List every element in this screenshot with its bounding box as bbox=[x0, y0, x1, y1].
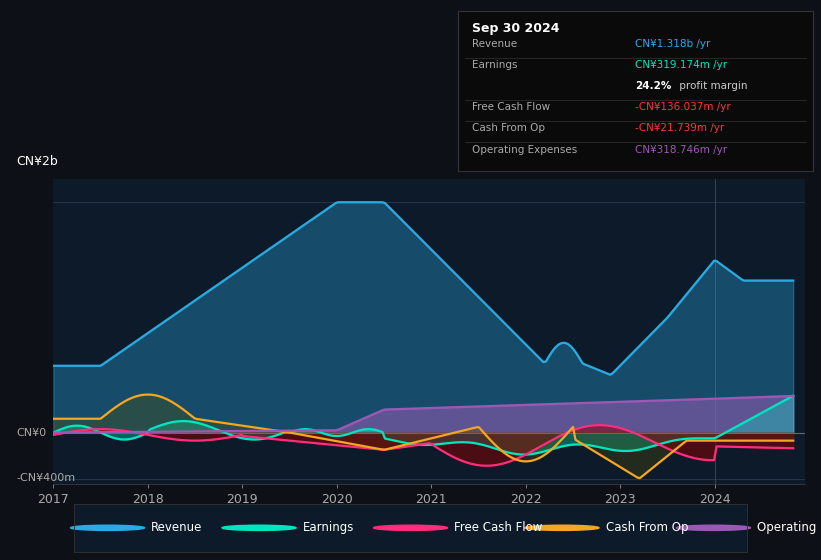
Text: Earnings: Earnings bbox=[472, 60, 518, 71]
Text: -CN¥400m: -CN¥400m bbox=[16, 473, 76, 483]
Circle shape bbox=[71, 525, 144, 530]
Circle shape bbox=[677, 525, 750, 530]
Text: Free Cash Flow: Free Cash Flow bbox=[454, 521, 543, 534]
Text: Operating Expenses: Operating Expenses bbox=[472, 144, 577, 155]
Text: CN¥318.746m /yr: CN¥318.746m /yr bbox=[635, 144, 727, 155]
Text: CN¥1.318b /yr: CN¥1.318b /yr bbox=[635, 39, 711, 49]
Circle shape bbox=[374, 525, 447, 530]
Text: Sep 30 2024: Sep 30 2024 bbox=[472, 22, 560, 35]
Text: profit margin: profit margin bbox=[677, 81, 748, 91]
Text: 24.2%: 24.2% bbox=[635, 81, 672, 91]
Text: Operating Expenses: Operating Expenses bbox=[757, 521, 821, 534]
Circle shape bbox=[222, 525, 296, 530]
Text: -CN¥136.037m /yr: -CN¥136.037m /yr bbox=[635, 102, 732, 113]
Text: Cash From Op: Cash From Op bbox=[472, 124, 545, 133]
Text: Earnings: Earnings bbox=[303, 521, 354, 534]
Circle shape bbox=[525, 525, 599, 530]
Text: Cash From Op: Cash From Op bbox=[606, 521, 688, 534]
Text: Revenue: Revenue bbox=[472, 39, 517, 49]
Text: Free Cash Flow: Free Cash Flow bbox=[472, 102, 550, 113]
Text: CN¥2b: CN¥2b bbox=[16, 155, 58, 168]
Text: CN¥319.174m /yr: CN¥319.174m /yr bbox=[635, 60, 727, 71]
Text: -CN¥21.739m /yr: -CN¥21.739m /yr bbox=[635, 124, 725, 133]
Text: CN¥0: CN¥0 bbox=[16, 428, 47, 437]
Text: Revenue: Revenue bbox=[151, 521, 203, 534]
